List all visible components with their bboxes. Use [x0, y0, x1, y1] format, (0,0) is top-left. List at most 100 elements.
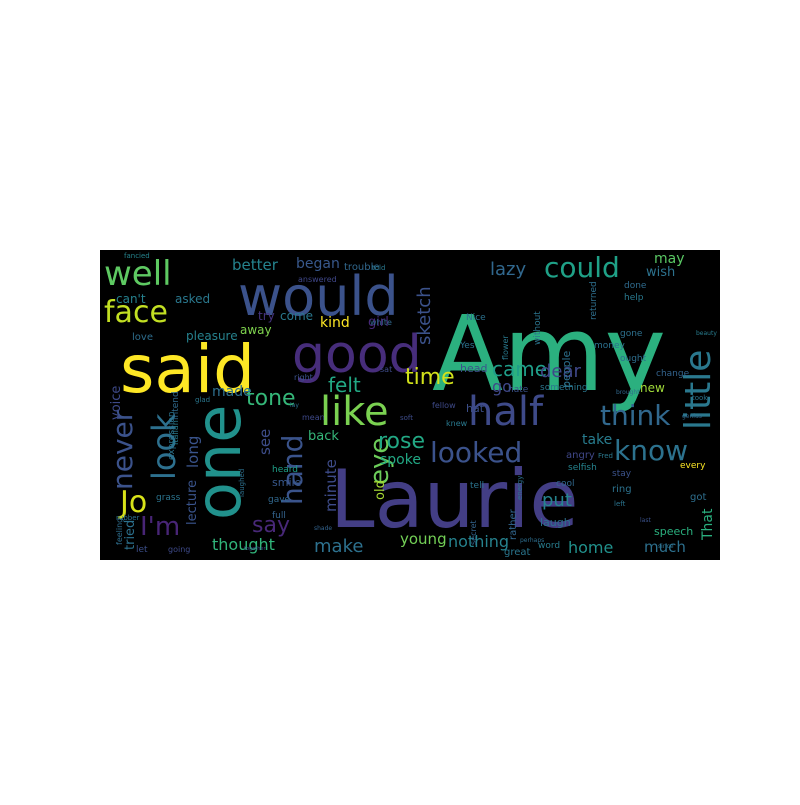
word-try: try: [258, 309, 275, 323]
word-come: come: [280, 309, 313, 323]
word-people: people: [560, 350, 573, 388]
word-ought: ought: [620, 354, 647, 364]
word-mean: mean: [302, 413, 325, 422]
word-answered: answered: [298, 275, 337, 284]
word-grass: grass: [156, 493, 181, 503]
word-rose: rose: [378, 429, 425, 454]
word-hand: hand: [276, 435, 309, 505]
word-yes: Yes: [459, 341, 475, 351]
word-flower: flower: [501, 335, 510, 360]
word-shade: shade: [314, 525, 332, 532]
word-stay: stay: [612, 469, 632, 479]
word-half: half: [468, 389, 544, 435]
word-old: old: [373, 480, 388, 500]
word-something: something: [540, 383, 588, 393]
word-great: great: [504, 547, 531, 558]
word-came: came: [492, 357, 547, 381]
word-lecture: lecture: [185, 480, 200, 525]
word-much: much: [644, 538, 686, 556]
word-selfish: selfish: [568, 463, 597, 473]
word-i-m: I'm: [140, 512, 180, 542]
word-returned: returned: [589, 281, 599, 320]
word-eye: eye: [365, 438, 395, 485]
word-going: going: [168, 545, 190, 554]
word-got: got: [690, 492, 706, 503]
word-young: young: [400, 530, 447, 548]
word-kind: kind: [320, 315, 350, 331]
word-better: better: [232, 256, 279, 274]
word-ring: ring: [612, 484, 632, 495]
word-gave: gave: [268, 495, 291, 505]
word-let: let: [136, 545, 148, 555]
word-wish: wish: [646, 265, 675, 280]
word-money: money: [594, 341, 626, 351]
word-tell: tell: [470, 481, 484, 491]
word-home: home: [568, 538, 613, 557]
word-help: help: [624, 293, 644, 303]
word-fred: Fred: [598, 452, 613, 460]
word-laugh: laugh: [540, 516, 571, 529]
word-face: face: [104, 295, 168, 330]
word-lay: lay: [290, 402, 299, 409]
word-new: new: [640, 381, 665, 395]
word-began: began: [296, 256, 340, 272]
word-tried: tried: [123, 520, 138, 550]
word-see: see: [256, 429, 274, 455]
word-tone: tone: [246, 386, 296, 411]
word-feeling: feeling: [115, 518, 124, 545]
word-minute: minute: [322, 459, 340, 512]
word-know: know: [614, 434, 688, 467]
word-full: full: [272, 511, 286, 521]
word-little: little: [678, 350, 719, 430]
word-fancied: fancied: [124, 252, 150, 260]
word-laughed: laughed: [238, 469, 246, 497]
word-glad: glad: [195, 396, 210, 404]
wordcloud-background: [100, 250, 720, 560]
word-felt: felt: [328, 373, 361, 397]
word-girl: girl: [368, 315, 389, 330]
word-jo: Jo: [118, 485, 147, 520]
word-say: say: [252, 513, 290, 538]
word-back: back: [308, 429, 339, 444]
word-take: take: [582, 432, 612, 448]
word-make: make: [314, 536, 363, 557]
word-trouble: trouble: [344, 262, 380, 273]
word-secret: secret: [469, 520, 478, 545]
word-white: white: [370, 318, 392, 327]
word-nothing: nothing: [448, 532, 509, 551]
word-hate: hate: [508, 385, 529, 395]
word-told: told: [372, 264, 385, 272]
word-every: every: [680, 461, 706, 471]
word-angry: angry: [566, 450, 595, 461]
word-sketch: sketch: [414, 286, 435, 345]
word-asked: asked: [175, 292, 210, 306]
word-lazy: lazy: [490, 259, 526, 280]
word-that: That: [700, 508, 716, 541]
word-heard: heard: [272, 465, 298, 475]
word-left: left: [614, 500, 626, 508]
word-away: away: [240, 323, 272, 337]
word-time: time: [405, 365, 455, 390]
word-can-t: can't: [116, 292, 146, 306]
word-sat: sat: [380, 365, 392, 374]
word-genius: genius: [682, 413, 702, 420]
word-cool: cool: [556, 479, 574, 489]
word-spoke: spoke: [380, 452, 421, 468]
word-perhaps: perhaps: [520, 537, 544, 544]
word-voice: voice: [109, 386, 124, 420]
word-since: since: [658, 543, 674, 550]
word-smile: smile: [272, 476, 302, 489]
word-hat: hat: [466, 402, 485, 415]
word-intend: intend: [171, 391, 181, 420]
word-gone: gone: [620, 329, 643, 339]
word-said: said: [120, 331, 255, 408]
word-beauty: beauty: [696, 330, 717, 337]
word-together: together: [244, 546, 266, 552]
word-done: done: [624, 281, 647, 291]
word-never: never: [106, 409, 139, 490]
word-love: love: [132, 332, 153, 343]
word-think: think: [600, 399, 671, 432]
